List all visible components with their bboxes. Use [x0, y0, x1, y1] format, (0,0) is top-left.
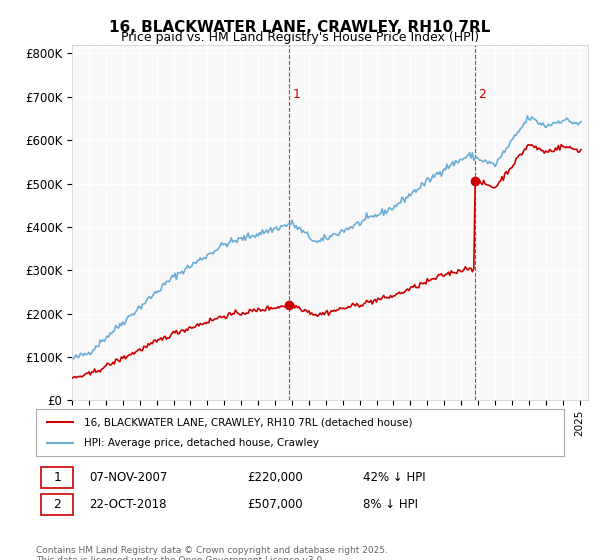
- Text: 8% ↓ HPI: 8% ↓ HPI: [364, 498, 418, 511]
- Text: Contains HM Land Registry data © Crown copyright and database right 2025.
This d: Contains HM Land Registry data © Crown c…: [36, 546, 388, 560]
- Text: 1: 1: [53, 472, 61, 484]
- Text: 2: 2: [53, 498, 61, 511]
- Text: 07-NOV-2007: 07-NOV-2007: [89, 472, 167, 484]
- Text: HPI: Average price, detached house, Crawley: HPI: Average price, detached house, Craw…: [83, 438, 319, 448]
- Text: 22-OCT-2018: 22-OCT-2018: [89, 498, 166, 511]
- Text: 16, BLACKWATER LANE, CRAWLEY, RH10 7RL: 16, BLACKWATER LANE, CRAWLEY, RH10 7RL: [109, 20, 491, 35]
- Text: 1: 1: [293, 88, 301, 101]
- Text: 2: 2: [478, 88, 486, 101]
- Text: Price paid vs. HM Land Registry's House Price Index (HPI): Price paid vs. HM Land Registry's House …: [121, 31, 479, 44]
- Text: 16, BLACKWATER LANE, CRAWLEY, RH10 7RL (detached house): 16, BLACKWATER LANE, CRAWLEY, RH10 7RL (…: [83, 417, 412, 427]
- FancyBboxPatch shape: [41, 467, 73, 488]
- Text: £507,000: £507,000: [247, 498, 303, 511]
- Text: £220,000: £220,000: [247, 472, 303, 484]
- FancyBboxPatch shape: [41, 494, 73, 515]
- Text: 42% ↓ HPI: 42% ↓ HPI: [364, 472, 426, 484]
